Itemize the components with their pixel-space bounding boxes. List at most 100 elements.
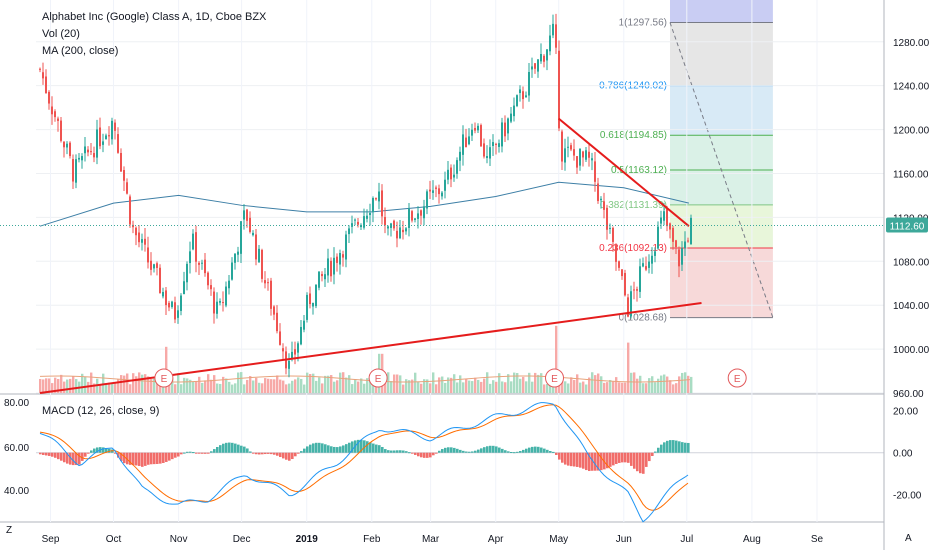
volume-bar (135, 376, 138, 393)
volume-bar (600, 376, 603, 393)
macd-histogram-bar (399, 450, 402, 453)
macd-histogram-bar (588, 452, 591, 472)
macd-histogram-bar (300, 451, 303, 453)
volume-bar (570, 377, 573, 393)
volume-bar (186, 378, 189, 393)
macd-histogram-bar (348, 442, 351, 453)
macd-histogram-bar (507, 451, 510, 453)
volume-bar (534, 372, 537, 393)
volume-bar (168, 379, 171, 393)
candle-body (114, 122, 116, 131)
volume-bar (681, 372, 684, 393)
trendlines[interactable] (39, 117, 702, 394)
candle-body (489, 147, 491, 159)
macd-histogram-bar (444, 447, 447, 453)
volume-bar (621, 382, 624, 393)
time-tick-label: Jul (680, 534, 693, 545)
volume-bar (663, 374, 666, 393)
candle-body (144, 238, 146, 245)
macd-histogram-bar (363, 440, 366, 453)
candle-body (333, 257, 335, 275)
macd-histogram-bar (51, 452, 54, 457)
macd-histogram-bar (453, 447, 456, 453)
candle-body (306, 294, 308, 320)
volume-bar (228, 381, 231, 393)
volume-bar (444, 382, 447, 393)
candle-body (597, 183, 599, 202)
candle-body (627, 297, 629, 317)
volume-bar (240, 372, 243, 393)
volume-bar (234, 383, 237, 393)
candle-body (675, 240, 677, 247)
macd-histogram-bar (312, 443, 315, 453)
macd-histogram-bar (666, 440, 669, 453)
volume-bar (243, 384, 246, 393)
trendline (558, 117, 690, 227)
candle-body (678, 249, 680, 267)
macd-histogram-bar (606, 452, 609, 469)
macd-histogram-bar (477, 449, 480, 453)
volume-bar (453, 374, 456, 393)
macd-histogram-bar (630, 452, 633, 466)
macd-left-tick: 80.00 (4, 398, 29, 409)
volume-bar (333, 381, 336, 393)
volume-bar (456, 382, 459, 393)
macd-histogram-bar (255, 452, 258, 455)
macd-histogram-bar (585, 452, 588, 471)
candle-body (324, 274, 326, 280)
time-tick-label: Feb (363, 534, 381, 545)
volume-bar (366, 378, 369, 393)
volume-bar (690, 376, 693, 393)
macd-histogram-bar (138, 452, 141, 466)
candle-body (51, 106, 53, 115)
candle-body (570, 145, 572, 150)
volume-bar (294, 379, 297, 393)
time-tick-label: Aug (743, 534, 761, 545)
timezone-button[interactable]: Z (6, 525, 12, 536)
volume-bar (48, 378, 51, 393)
macd-histogram-bar (600, 452, 603, 471)
volume-bar (60, 374, 63, 393)
volume-bar (567, 383, 570, 393)
macd-histogram-bar (648, 452, 651, 462)
candle-body (294, 349, 296, 355)
candle-body (498, 143, 500, 147)
candle-body (426, 191, 428, 209)
candle-body (411, 211, 413, 221)
candle-body (435, 187, 437, 189)
price-axis[interactable]: 960.001000.001040.001080.001120.001160.0… (42, 0, 930, 550)
candle-body (273, 306, 275, 315)
volume-bar (447, 377, 450, 393)
candle-body (108, 135, 110, 137)
earnings-marker (545, 368, 564, 388)
volume-bar (81, 373, 84, 393)
volume-bar (54, 377, 57, 393)
macd-histogram-bar (207, 452, 210, 454)
candle-body (249, 217, 251, 232)
volume-bar (405, 379, 408, 393)
macd-histogram-bar (306, 446, 309, 453)
volume-bar (138, 372, 141, 393)
macd-histogram-bar (519, 451, 522, 453)
candle-body (111, 120, 113, 140)
macd-histogram-bar (276, 452, 279, 456)
volume-bar (324, 375, 327, 393)
macd-histogram-bar (450, 447, 453, 453)
candle-body (237, 251, 239, 255)
macd-histogram-bar (387, 450, 390, 453)
volume-bar (495, 381, 498, 393)
macd-tick-label: 0.00 (893, 449, 913, 460)
auto-scale-button[interactable]: A (905, 533, 912, 544)
candle-body (321, 274, 323, 277)
candle-body (267, 282, 269, 284)
macd-legend: MACD (12, 26, close, 9) (42, 405, 159, 417)
volume-bar (201, 382, 204, 393)
volume-bar (564, 381, 567, 393)
volume-bar (492, 380, 495, 393)
candle-body (495, 143, 497, 145)
volume-bar (387, 372, 390, 393)
macd-histogram-bar (105, 448, 108, 453)
candle-body (222, 302, 224, 304)
